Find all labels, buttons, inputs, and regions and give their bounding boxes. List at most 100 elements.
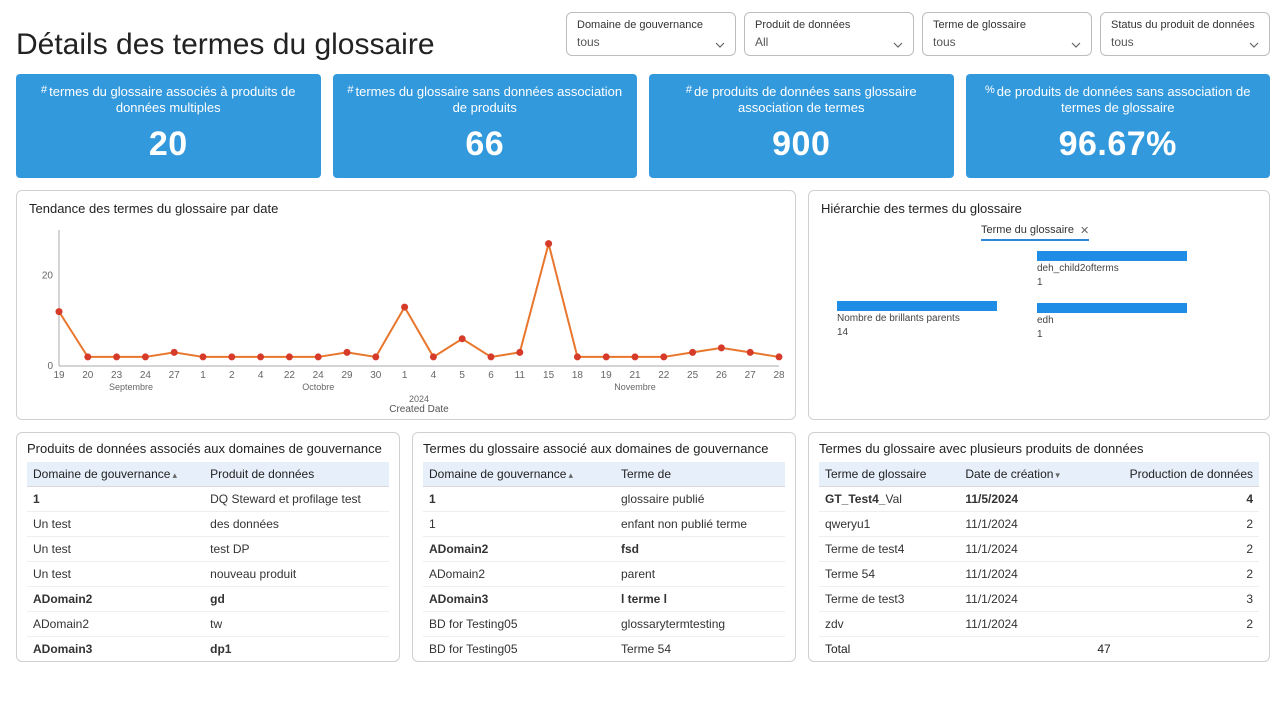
table-cell: 2 bbox=[1091, 511, 1259, 536]
table-row[interactable]: ADomain2fsd bbox=[423, 536, 785, 561]
table-cell: 1 bbox=[27, 486, 204, 511]
table-row[interactable]: GT_Test4_Val11/5/20244 bbox=[819, 486, 1259, 511]
filter-value: tous bbox=[1111, 35, 1134, 49]
sort-desc-icon: ▾ bbox=[1055, 470, 1060, 480]
table-row[interactable]: Terme de test411/1/20242 bbox=[819, 536, 1259, 561]
svg-text:1: 1 bbox=[200, 370, 206, 381]
table3-title: Termes du glossaire avec plusieurs produ… bbox=[819, 441, 1259, 456]
table-cell: gd bbox=[204, 586, 389, 611]
hierarchy-node-label: edh bbox=[1037, 315, 1187, 327]
svg-text:18: 18 bbox=[572, 370, 584, 381]
svg-text:24: 24 bbox=[140, 370, 152, 381]
table-row[interactable]: Un testdes données bbox=[27, 511, 389, 536]
svg-text:2: 2 bbox=[229, 370, 235, 381]
table-row[interactable]: ADomain2parent bbox=[423, 561, 785, 586]
table2-col-domain[interactable]: Domaine de gouvernance▴ bbox=[423, 462, 615, 487]
chevron-down-icon bbox=[1071, 37, 1081, 47]
hierarchy-parent-node[interactable]: Nombre de brillants parents 14 bbox=[837, 301, 997, 339]
table-row[interactable]: 1DQ Steward et profilage test bbox=[27, 486, 389, 511]
table-cell: 11/1/2024 bbox=[959, 511, 1091, 536]
table-row[interactable]: BD for Testing05Terme 54 bbox=[423, 636, 785, 661]
kpi-terms-no-product: #termes du glossaire sans données associ… bbox=[333, 74, 638, 178]
table-cell: glossarytermtesting bbox=[615, 611, 785, 636]
table1-col-product[interactable]: Produit de données bbox=[204, 462, 389, 487]
svg-text:22: 22 bbox=[284, 370, 296, 381]
table3-panel: Termes du glossaire avec plusieurs produ… bbox=[808, 432, 1270, 662]
table-cell: 11/1/2024 bbox=[959, 611, 1091, 636]
table-row[interactable]: Un testnouveau produit bbox=[27, 561, 389, 586]
table3-col-term[interactable]: Terme de glossaire bbox=[819, 462, 959, 487]
kpi-percent-products-no-term: %de produits de données sans association… bbox=[966, 74, 1271, 178]
table-row[interactable]: ADomain2tw bbox=[27, 611, 389, 636]
table-cell: Un test bbox=[27, 511, 204, 536]
hierarchy-bar bbox=[1037, 303, 1187, 313]
table-row[interactable]: ADomain2gd bbox=[27, 586, 389, 611]
table-row[interactable]: 1enfant non publié terme bbox=[423, 511, 785, 536]
filter-value: tous bbox=[577, 35, 600, 49]
hierarchy-node-value: 1 bbox=[1037, 277, 1187, 289]
table-cell: ADomain2 bbox=[423, 536, 615, 561]
table-cell: dp1 bbox=[204, 636, 389, 661]
hierarchy-node-value: 14 bbox=[837, 327, 997, 339]
table-cell: fsd bbox=[615, 536, 785, 561]
hierarchy-node-value: 1 bbox=[1037, 329, 1187, 341]
close-icon[interactable]: ✕ bbox=[1080, 224, 1089, 237]
table-row[interactable]: Terme de test311/1/20243 bbox=[819, 586, 1259, 611]
filter-data-product-status[interactable]: Status du produit de données tous bbox=[1100, 12, 1270, 56]
table1-col-domain[interactable]: Domaine de gouvernance▴ bbox=[27, 462, 204, 487]
header-row: Détails des termes du glossaire Domaine … bbox=[16, 12, 1270, 62]
table-cell: Terme de test3 bbox=[819, 586, 959, 611]
table-cell: 2 bbox=[1091, 611, 1259, 636]
table3: Terme de glossaire Date de création▾ Pro… bbox=[819, 462, 1259, 661]
svg-text:25: 25 bbox=[687, 370, 699, 381]
table-cell: nouveau produit bbox=[204, 561, 389, 586]
table-cell: 11/1/2024 bbox=[959, 586, 1091, 611]
svg-text:4: 4 bbox=[431, 370, 437, 381]
svg-text:28: 28 bbox=[773, 370, 785, 381]
hierarchy-node-label: Nombre de brillants parents bbox=[837, 313, 997, 325]
filter-glossary-term[interactable]: Terme de glossaire tous bbox=[922, 12, 1092, 56]
hierarchy-title: Hiérarchie des termes du glossaire bbox=[821, 201, 1257, 216]
table-row[interactable]: 1glossaire publié bbox=[423, 486, 785, 511]
table-row[interactable]: BD for Testing05glossarytermtesting bbox=[423, 611, 785, 636]
hierarchy-breadcrumb[interactable]: Terme du glossaire ✕ bbox=[981, 224, 1089, 241]
svg-text:21: 21 bbox=[629, 370, 641, 381]
table-cell: 3 bbox=[1091, 586, 1259, 611]
kpi-prefix: # bbox=[347, 84, 353, 96]
chevron-down-icon bbox=[1249, 37, 1259, 47]
chevron-down-icon bbox=[893, 37, 903, 47]
filter-data-product[interactable]: Produit de données All bbox=[744, 12, 914, 56]
svg-text:27: 27 bbox=[169, 370, 181, 381]
table-cell: Un test bbox=[27, 561, 204, 586]
hierarchy-child-node[interactable]: deh_child2ofterms 1 bbox=[1037, 251, 1187, 289]
table-row[interactable]: Terme 5411/1/20242 bbox=[819, 561, 1259, 586]
svg-text:29: 29 bbox=[341, 370, 353, 381]
svg-text:19: 19 bbox=[53, 370, 65, 381]
filter-governance-domain[interactable]: Domaine de gouvernance tous bbox=[566, 12, 736, 56]
table-cell: 2 bbox=[1091, 561, 1259, 586]
table3-col-date[interactable]: Date de création▾ bbox=[959, 462, 1091, 487]
table-row[interactable]: qweryu111/1/20242 bbox=[819, 511, 1259, 536]
table-cell: Terme de test4 bbox=[819, 536, 959, 561]
table3-col-count[interactable]: Production de données bbox=[1091, 462, 1259, 487]
table1-panel: Produits de données associés aux domaine… bbox=[16, 432, 400, 662]
hierarchy-child-node[interactable]: edh 1 bbox=[1037, 303, 1187, 341]
table2-col-term[interactable]: Terme de bbox=[615, 462, 785, 487]
chevron-down-icon bbox=[715, 37, 725, 47]
table-cell: 1 bbox=[423, 511, 615, 536]
table-cell: ADomain2 bbox=[27, 586, 204, 611]
page-title: Détails des termes du glossaire bbox=[16, 28, 435, 62]
table-row[interactable]: Un testtest DP bbox=[27, 536, 389, 561]
table-row[interactable]: ADomain3dp1 bbox=[27, 636, 389, 661]
table-cell: 11/5/2024 bbox=[959, 486, 1091, 511]
hierarchy-parent-col: Nombre de brillants parents 14 bbox=[837, 301, 997, 339]
kpi-label-text: termes du glossaire sans données associa… bbox=[355, 84, 622, 115]
kpi-value: 96.67% bbox=[978, 125, 1259, 164]
table-row[interactable]: ADomain3l terme l bbox=[423, 586, 785, 611]
table-row[interactable]: zdv11/1/20242 bbox=[819, 611, 1259, 636]
table-cell: GT_Test4_Val bbox=[819, 486, 959, 511]
mid-row: Tendance des termes du glossaire par dat… bbox=[16, 190, 1270, 420]
breadcrumb-text: Terme du glossaire bbox=[981, 224, 1074, 236]
sort-asc-icon: ▴ bbox=[172, 470, 177, 480]
table-cell: ADomain3 bbox=[423, 586, 615, 611]
